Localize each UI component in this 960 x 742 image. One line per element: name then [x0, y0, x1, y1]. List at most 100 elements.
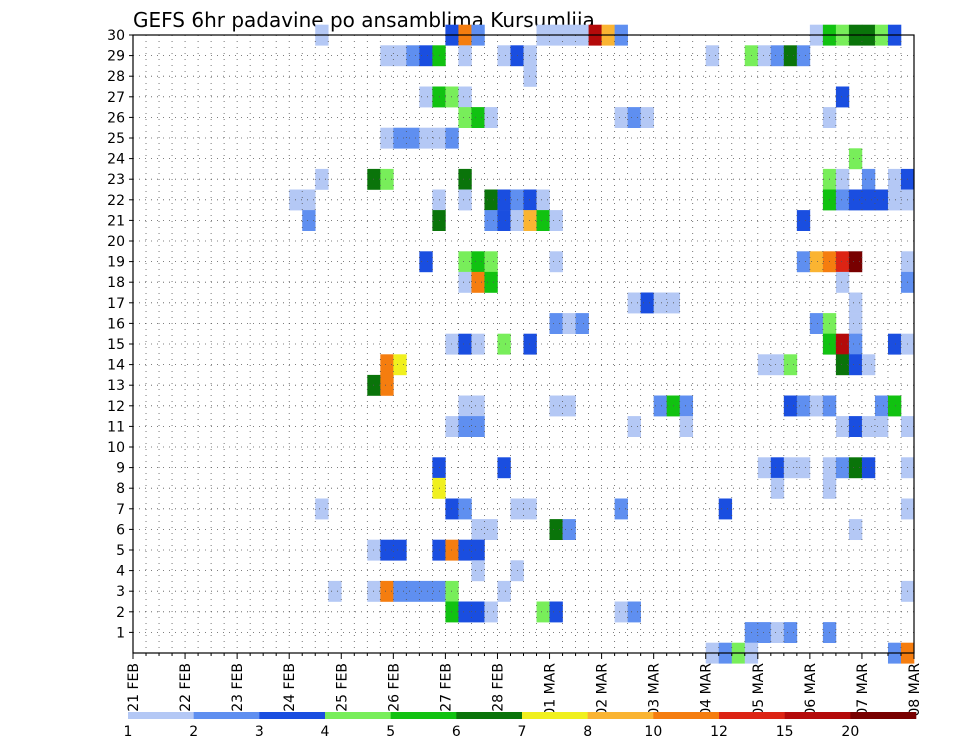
y-tick-label: 29 — [107, 49, 125, 65]
precip-cell-m21-t31 — [536, 210, 550, 231]
precip-cell-m14-t48 — [757, 354, 772, 376]
precip-cell-m29-t21 — [406, 45, 420, 67]
y-tick-label: 11 — [107, 419, 125, 435]
precip-cell-m3-t28 — [497, 580, 511, 602]
precip-cell-m23-t19 — [380, 168, 394, 190]
x-tick-label: 02 MAR — [595, 663, 611, 717]
y-tick-label: 6 — [116, 522, 125, 538]
precip-cell-m22-t54 — [835, 189, 850, 211]
precip-cell-m14-t20 — [393, 354, 407, 376]
precip-cell-m22-t31 — [536, 189, 550, 211]
precip-cell-m3-t20 — [393, 580, 407, 602]
legend-swatch — [587, 712, 654, 719]
precip-cell-m26-t26 — [471, 107, 485, 128]
precip-cell-m11-t26 — [471, 416, 485, 437]
precip-cell-m28-t30 — [523, 65, 537, 87]
precip-cell-m12-t25 — [458, 395, 472, 417]
y-tick-label: 25 — [107, 131, 125, 147]
x-tick-label: 28 FEB — [490, 663, 506, 712]
precip-cell-m15-t55 — [848, 333, 863, 355]
x-tick-label: 05 MAR — [751, 663, 767, 717]
legend-label: 5 — [386, 724, 395, 740]
legend-label: 1 — [124, 724, 133, 740]
precip-cell-m18-t26 — [471, 271, 485, 293]
precip-cell-m26-t37 — [614, 107, 628, 128]
precip-cell-m12-t50 — [783, 395, 798, 417]
precip-cell-m16-t52 — [809, 313, 824, 334]
precip-cell-m5-t19 — [380, 539, 394, 561]
legend-label: 2 — [189, 724, 198, 740]
legend-swatch — [193, 712, 260, 719]
precip-cell-m3-t21 — [406, 580, 420, 602]
precip-cell-m14-t54 — [835, 354, 850, 376]
precip-cell-m17-t55 — [848, 292, 863, 314]
precip-cell-m15-t58 — [887, 333, 902, 355]
legend-swatch — [390, 712, 457, 719]
x-tick-label: 26 FEB — [386, 663, 402, 712]
precip-cell-m14-t56 — [861, 354, 876, 376]
x-tick-label: 21 FEB — [126, 663, 142, 712]
precip-cell-m7-t30 — [523, 498, 537, 520]
precip-cell-m26-t27 — [484, 107, 498, 128]
precip-cell-m14-t49 — [770, 354, 785, 376]
precip-cell-m9-t48 — [757, 457, 772, 479]
precip-cell-m18-t54 — [835, 271, 850, 293]
y-tick-label: 1 — [116, 625, 125, 641]
precip-cell-m22-t28 — [497, 189, 511, 211]
y-tick-label: 17 — [107, 296, 125, 312]
precip-cell-m11-t25 — [458, 416, 472, 437]
precip-cell-m19-t54 — [835, 251, 850, 273]
y-tick-label: 20 — [107, 234, 125, 250]
precip-cell-m19-t26 — [471, 251, 485, 273]
precip-cell-m26-t38 — [627, 107, 641, 128]
precip-cell-m23-t58 — [887, 168, 902, 190]
legend-label: 12 — [710, 724, 728, 740]
precip-cell-m29-t50 — [783, 45, 798, 67]
precip-cell-m29-t49 — [770, 45, 785, 67]
precip-cell-m6-t26 — [471, 519, 485, 540]
precip-cell-m29-t51 — [796, 45, 811, 67]
precip-cell-m21-t13 — [302, 210, 316, 231]
precip-cell-m7-t45 — [718, 498, 733, 520]
precip-cell-m2-t38 — [627, 601, 641, 623]
precip-cell-m17-t40 — [653, 292, 667, 314]
precip-cell-m2-t37 — [614, 601, 628, 623]
legend-swatch — [653, 712, 720, 719]
precip-cell-m16-t32 — [549, 313, 563, 334]
precip-cell-m7-t14 — [315, 498, 329, 520]
precip-cell-m12-t40 — [653, 395, 667, 417]
precip-cell-m15-t28 — [497, 333, 511, 355]
precip-cell-m11-t42 — [679, 416, 694, 437]
precip-cell-m26-t39 — [640, 107, 654, 128]
precip-cell-m12-t42 — [679, 395, 694, 417]
x-tick-label: 01 MAR — [543, 663, 559, 717]
precip-cell-m22-t55 — [848, 189, 863, 211]
precip-cell-m29-t44 — [705, 45, 720, 67]
precip-cell-m2-t25 — [458, 601, 472, 623]
precip-cell-m5-t24 — [445, 539, 459, 561]
precip-cell-m12-t52 — [809, 395, 824, 417]
precip-cell-m19-t25 — [458, 251, 472, 273]
legend-swatch — [522, 712, 588, 719]
precip-cell-m9-t56 — [861, 457, 876, 479]
cells-layer — [289, 24, 915, 664]
precip-cell-m22-t56 — [861, 189, 876, 211]
precip-cell-m11-t38 — [627, 416, 641, 437]
x-tick-label: 03 MAR — [647, 663, 663, 717]
precip-cell-m9-t49 — [770, 457, 785, 479]
y-tick-label: 22 — [107, 193, 125, 209]
legend-swatch — [325, 712, 391, 719]
precip-cell-m12-t57 — [874, 395, 889, 417]
precip-cell-m11-t57 — [874, 416, 889, 437]
precip-cell-m19-t51 — [796, 251, 811, 273]
y-tick-label: 9 — [116, 461, 125, 477]
precip-cell-m18-t27 — [484, 271, 498, 293]
y-tick-label: 26 — [107, 110, 125, 126]
y-tick-label: 13 — [107, 378, 125, 394]
precip-cell-m22-t27 — [484, 189, 498, 211]
precip-cell-m1-t50 — [783, 622, 798, 643]
precip-cell-m11-t54 — [835, 416, 850, 437]
precip-cell-m26-t25 — [458, 107, 472, 128]
precip-cell-m18-t25 — [458, 271, 472, 293]
